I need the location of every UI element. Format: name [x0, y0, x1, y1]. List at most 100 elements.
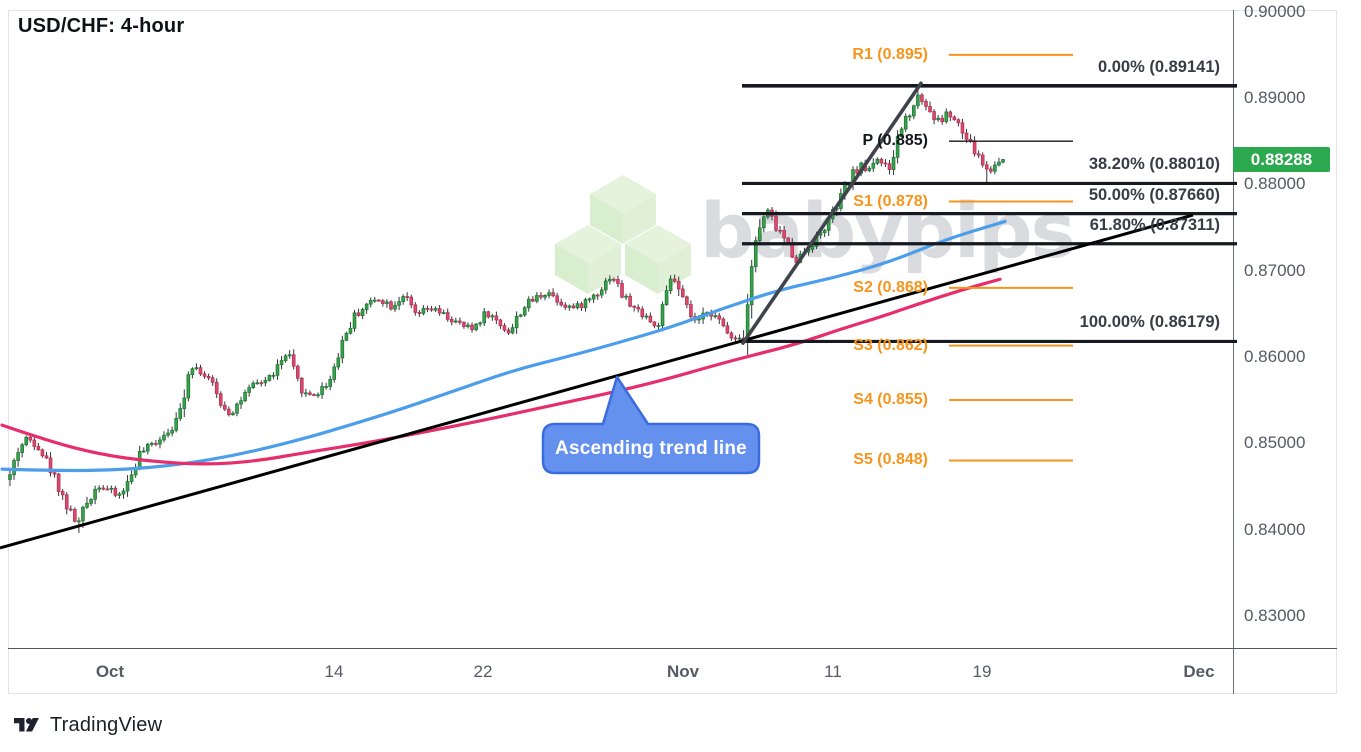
candle-down	[920, 94, 924, 102]
candle-up	[275, 364, 280, 376]
candle-down	[551, 292, 555, 297]
babypips-cube-icon	[555, 225, 621, 294]
candle-up	[583, 299, 588, 309]
candle-up	[758, 227, 762, 242]
fib-label-50.00: 50.00% (0.87660)	[1088, 185, 1220, 204]
candle-down	[924, 101, 928, 107]
ascending-trend-line[interactable]	[0, 213, 1194, 550]
candle-down	[928, 106, 932, 112]
time-axis-label-22: 22	[473, 662, 493, 681]
candle-up	[348, 327, 353, 334]
candle-down	[782, 229, 786, 239]
frame-border-left	[8, 10, 9, 694]
candle-up	[239, 400, 243, 405]
candle-down	[437, 308, 442, 314]
candle-up	[364, 303, 369, 310]
candle-up	[190, 368, 195, 375]
pink-ma-line[interactable]	[0, 277, 1002, 466]
candle-up	[24, 436, 29, 446]
swing-rally-line[interactable]	[741, 81, 923, 345]
candle-up	[320, 386, 324, 396]
fib-label-0.00: 0.00% (0.89141)	[1097, 57, 1220, 76]
candle-down	[105, 488, 110, 491]
candle-up	[713, 315, 718, 318]
candle-down	[932, 111, 936, 121]
candle-down	[612, 278, 616, 281]
candle-up	[518, 314, 523, 317]
candle-up	[182, 397, 187, 409]
candle-down	[984, 164, 989, 170]
candle-down	[972, 141, 977, 155]
candle-up	[89, 498, 93, 504]
candle-down	[154, 443, 158, 445]
candle-down	[40, 449, 45, 457]
candle-up	[478, 322, 482, 325]
candle-down	[445, 312, 450, 320]
trendline-callout-label: Ascending trend line	[555, 437, 747, 459]
tradingview-logo-icon	[14, 718, 39, 732]
attribution[interactable]: TradingView	[14, 714, 162, 737]
candle-up	[903, 116, 908, 130]
price-axis-label-0.86000: 0.86000	[1244, 346, 1306, 366]
pivot-label-s5: S5 (0.848)	[853, 451, 928, 469]
price-axis-label-0.85000: 0.85000	[1244, 433, 1306, 453]
candle-up	[441, 312, 446, 315]
candle-down	[449, 318, 454, 323]
candle-up	[993, 164, 997, 172]
candle-up	[332, 366, 337, 380]
candle-up	[912, 105, 916, 117]
candle-up	[279, 360, 284, 366]
candle-up	[150, 443, 154, 445]
candle-up	[97, 487, 101, 490]
fib-label-100.00: 100.00% (0.86179)	[1079, 313, 1220, 332]
fib-label-38.20: 38.20% (0.88010)	[1088, 155, 1220, 174]
candle-down	[425, 307, 430, 310]
candle-down	[259, 382, 264, 385]
candle-up	[668, 278, 673, 292]
candle-down	[721, 318, 726, 327]
candle-up	[328, 378, 332, 387]
candle-up	[235, 403, 239, 414]
candle-up	[109, 487, 114, 490]
candle-up	[587, 298, 592, 301]
candle-down	[506, 329, 511, 334]
candle-up	[170, 429, 174, 434]
candle-down	[377, 299, 381, 302]
price-axis-separator[interactable]	[1233, 10, 1234, 694]
candle-up	[1001, 159, 1005, 163]
candle-down	[52, 472, 57, 475]
candle-down	[458, 320, 462, 323]
candle-down	[956, 119, 961, 124]
candle-up	[85, 502, 89, 508]
candle-down	[948, 111, 953, 118]
candle-up	[599, 289, 604, 296]
candle-up	[336, 357, 341, 368]
candle-up	[287, 354, 292, 357]
time-axis-label-Oct: Oct	[95, 662, 125, 681]
candle-down	[308, 392, 312, 395]
candle-up	[624, 295, 628, 298]
candle-up	[474, 323, 478, 331]
candle-up	[129, 474, 134, 482]
candle-up	[125, 481, 130, 492]
frame-border-bottom	[8, 693, 1337, 694]
candle-up	[644, 315, 649, 318]
candle-up	[535, 295, 539, 302]
candle-up	[895, 136, 900, 158]
candle-up	[178, 408, 183, 419]
time-axis-label-19: 19	[972, 662, 992, 681]
candle-up	[664, 290, 669, 306]
candle-up	[20, 444, 24, 453]
candle-up	[255, 382, 260, 385]
time-axis-separator[interactable]	[8, 648, 1337, 649]
candle-down	[952, 116, 957, 121]
candle-up	[522, 307, 527, 316]
candle-down	[539, 295, 543, 298]
candle-up	[117, 493, 122, 496]
candle-down	[417, 312, 422, 314]
candle-down	[210, 377, 215, 383]
candle-down	[778, 229, 782, 232]
candle-up	[121, 490, 126, 495]
